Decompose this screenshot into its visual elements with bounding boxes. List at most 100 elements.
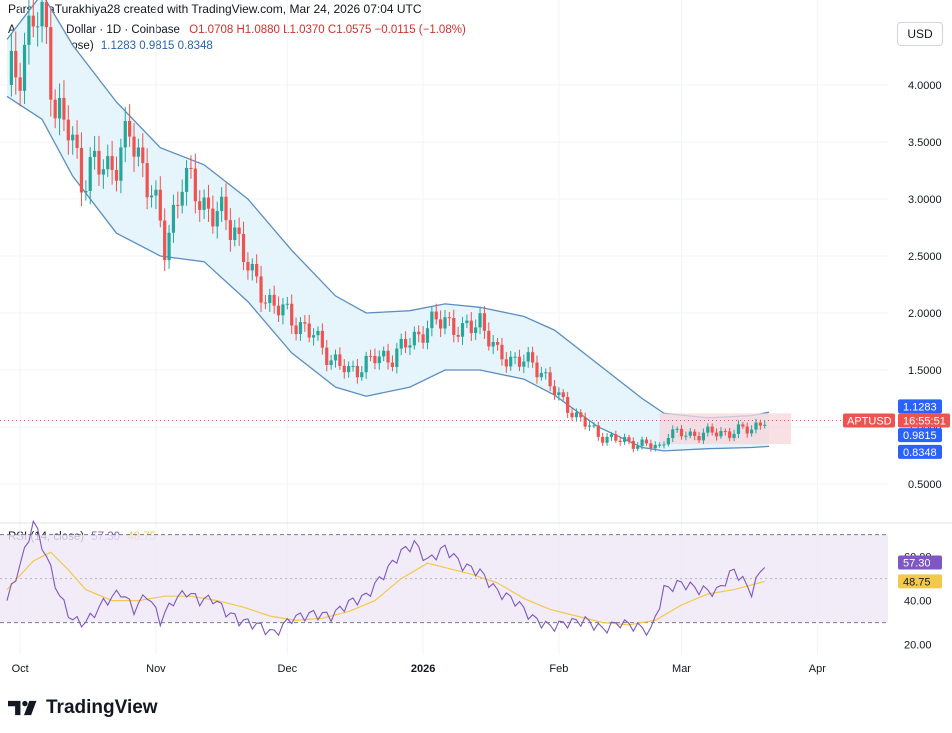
candle-body [79,147,84,193]
candle-body [316,330,320,336]
candle-body [561,392,565,398]
candle-body [202,197,206,210]
candle-body [44,1,49,28]
time-tick-label: 2026 [411,663,435,675]
candle-body [741,424,745,427]
candle-body [290,303,294,326]
candle-body [644,439,649,444]
candle-body [495,342,500,345]
candle-body [750,429,754,434]
candle-body [627,437,631,441]
candle-body [522,361,526,367]
candle-body [84,190,88,193]
candle-body [509,356,513,367]
candle-body [417,331,421,335]
kc-lower-band [6,95,770,452]
candle-body [566,397,570,413]
candle-body [684,435,688,437]
candle-body [552,386,557,395]
candle-body [399,338,403,349]
price-tick-label: 2.5000 [908,251,942,263]
currency-selector[interactable]: USD [897,22,943,46]
candle-body [171,204,176,233]
candle-body [281,304,285,316]
candle-body [263,302,268,304]
candle-body [88,156,92,191]
kc-mid-tag-bg [898,428,942,443]
candle-body [517,356,522,367]
candle-body [128,120,132,137]
candle-body [285,303,289,305]
candle-body [500,344,504,360]
kc-lower-tag-bg [898,444,942,459]
candle-body [114,169,119,181]
price-tick-label: 0.5000 [908,479,942,491]
candle-body [136,147,140,157]
countdown-tag-bg [898,413,950,428]
candle-body [482,313,487,331]
candle-body [382,350,386,357]
candle-body [36,26,40,28]
time-tick-label: Apr [809,663,826,675]
candle-body [206,197,211,209]
time-tick-label: Nov [146,663,166,675]
candle-body [622,437,627,442]
candle-body [745,426,749,434]
candle-body [513,356,517,358]
candle-body [710,426,714,433]
candle-body [246,261,250,271]
candle-body [679,428,684,437]
kc-upper-tag-bg [898,399,942,414]
candle-body [728,431,732,438]
candle-body [439,319,443,329]
candle-body [592,425,596,427]
candle-body [671,429,675,439]
candle-body [723,431,727,433]
candle-body [653,444,657,449]
candle-body [434,311,438,320]
candle-body [237,227,241,234]
rsi-value-tag: 57.30 [903,558,931,570]
tradingview-logo-icon [8,700,37,716]
candle-body [548,372,552,387]
candle-body [579,412,583,418]
candle-body [386,350,390,363]
candle-body [110,156,114,170]
symbol-tag: APTUSD [847,415,892,427]
candle-body [425,328,430,343]
candle-body [360,372,364,378]
candle-body [487,330,491,347]
candle-body [544,372,548,374]
candle-body [31,15,35,27]
candle-body [93,150,97,157]
candle-body [307,323,311,338]
candle-body [570,412,574,418]
candle-body [312,335,316,338]
candle-body [649,443,653,449]
candle-body [614,434,618,441]
candle-body [106,156,110,170]
price-tick-label: 4.0000 [908,80,942,92]
rsi-line [6,519,766,637]
rsi-tick-label: 40.00 [904,596,932,608]
candle-body [535,362,539,378]
candle-body [601,436,605,443]
candle-body [456,334,460,337]
candle-body [145,163,149,198]
candle-body [491,342,495,347]
candle-body [390,362,395,367]
candle-body [276,305,281,316]
candle-body [447,317,451,319]
rsi-ma-tag-bg [898,574,942,589]
price-tick-label: 3.0000 [908,194,942,206]
chart-attribution: ParshwaTurakhiya28 created with TradingV… [8,2,422,16]
candle-body [9,50,13,85]
candle-body [412,331,416,346]
candle-body [141,147,145,164]
candle-body [714,432,719,437]
candle-body [758,422,762,426]
candle-body [701,432,706,441]
candle-body [228,220,232,240]
candle-body [259,276,263,303]
